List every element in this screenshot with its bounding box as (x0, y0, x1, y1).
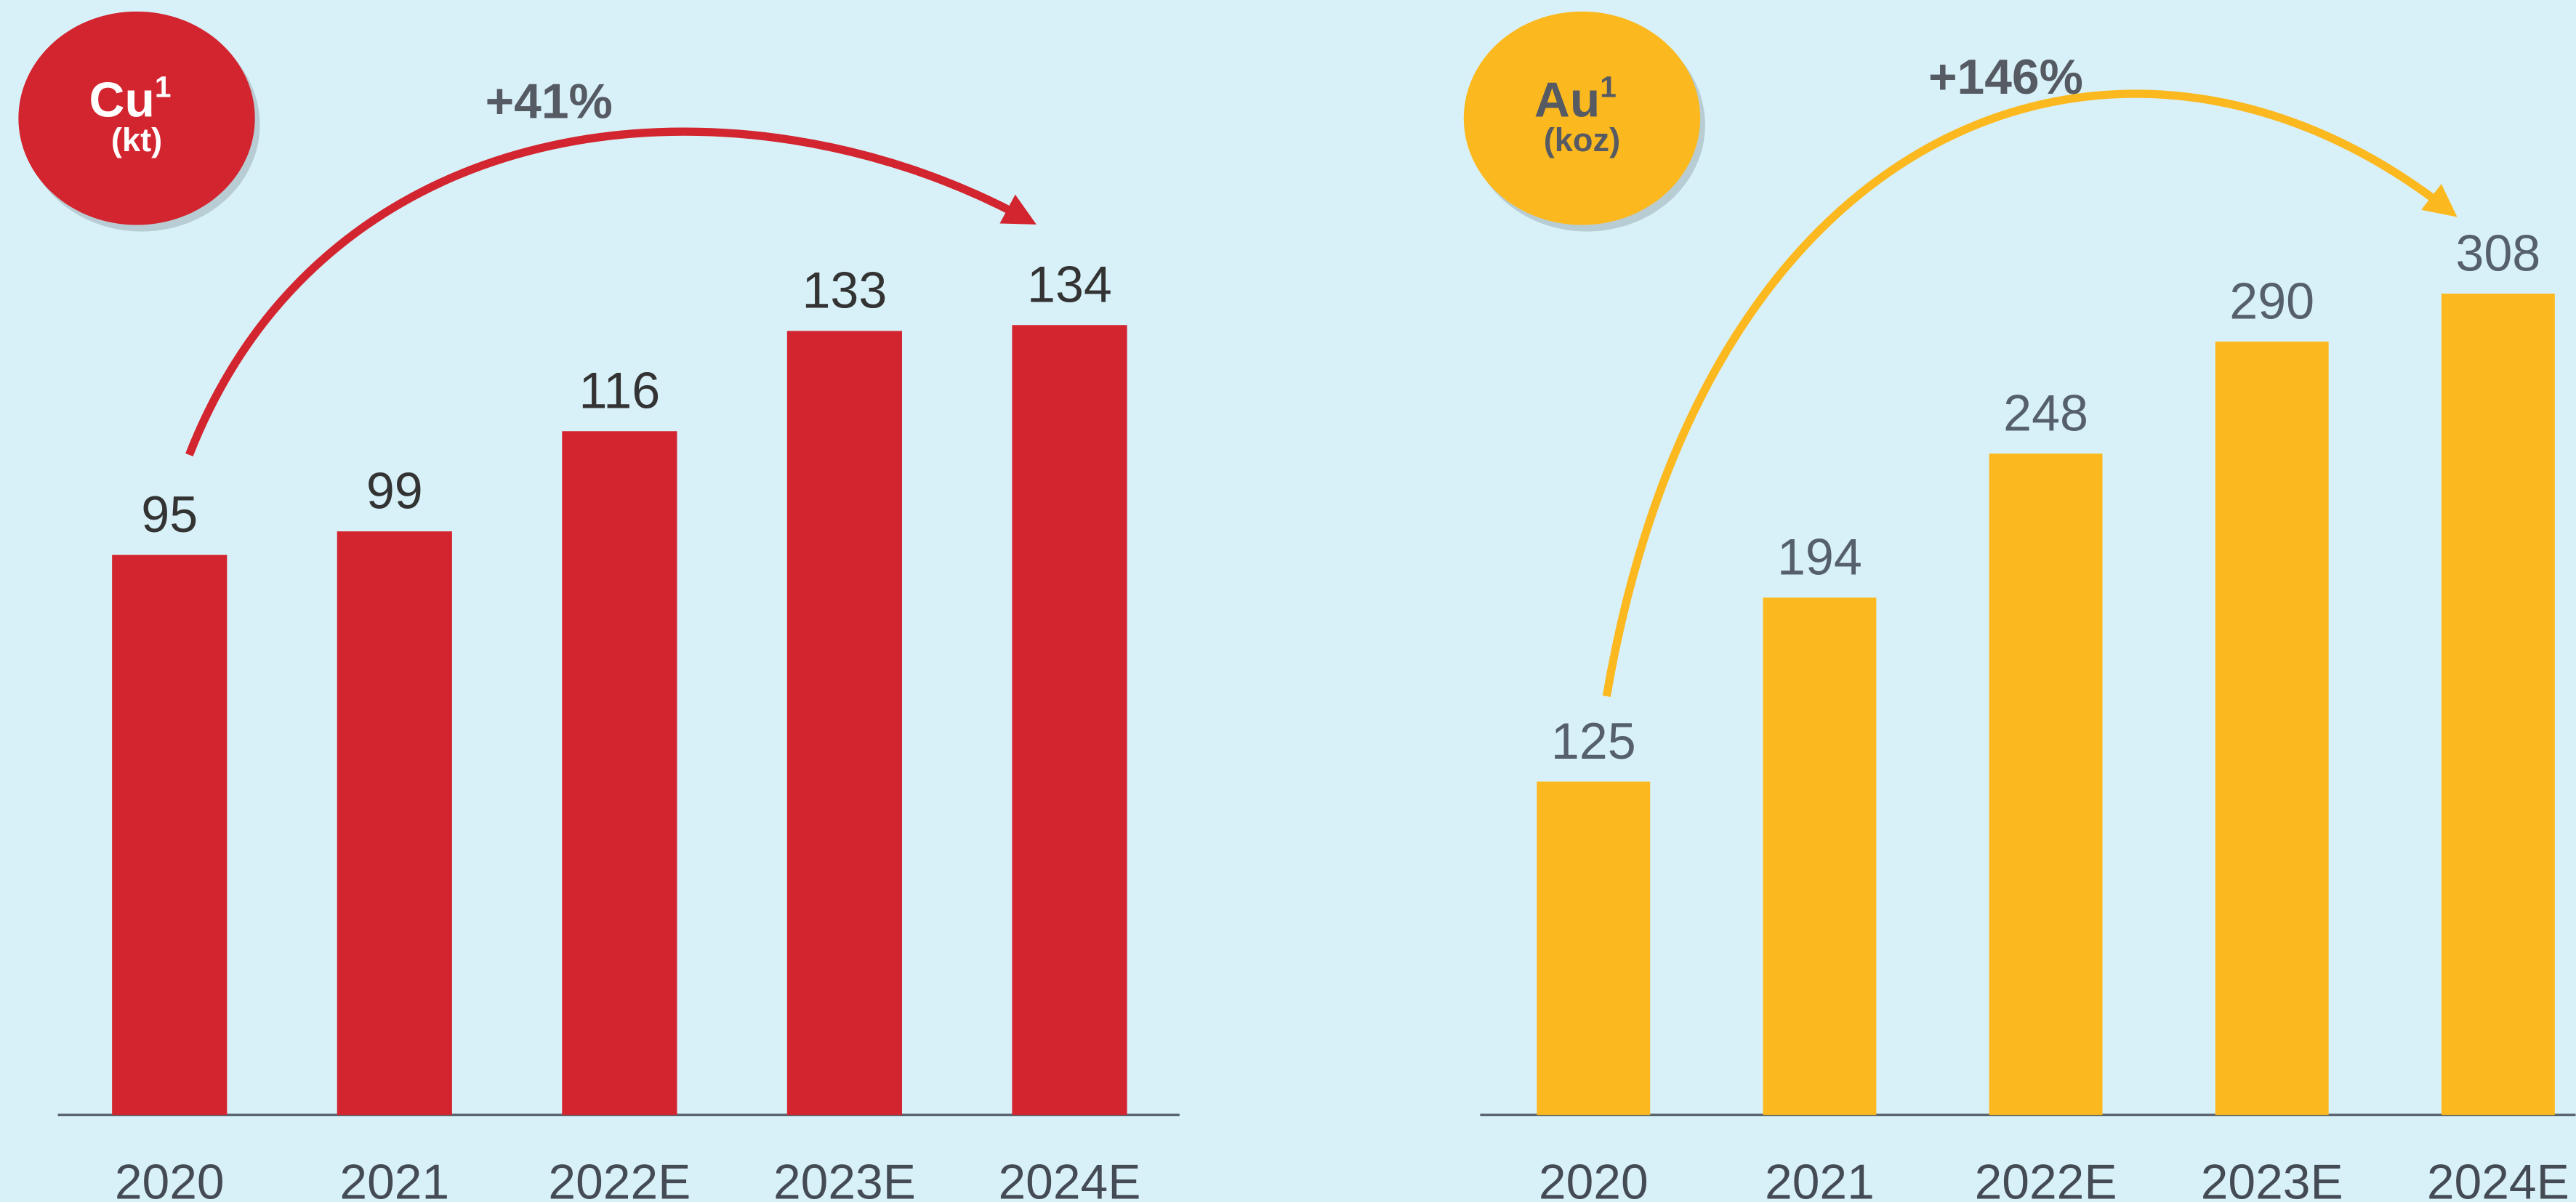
badge-footnote: 1 (1600, 70, 1617, 103)
badge (18, 11, 255, 225)
bar (1763, 597, 1877, 1116)
value-label: 290 (2229, 273, 2314, 329)
category-label: 2022E (548, 1155, 691, 1202)
value-label: 248 (2003, 385, 2088, 442)
badge-unit: (kt) (111, 121, 162, 158)
badge-unit: (koz) (1544, 121, 1620, 158)
value-label: 194 (1777, 529, 1862, 586)
bar (562, 431, 677, 1116)
bar (786, 331, 903, 1116)
badge-symbol-text: Cu (89, 73, 155, 127)
category-label: 2024E (999, 1155, 1141, 1202)
growth-arrow (185, 127, 1037, 456)
bar (1537, 781, 1651, 1116)
badge-symbol-text: Au (1534, 73, 1600, 127)
growth-annotation: +146% (1928, 50, 2083, 105)
category-label: 2021 (339, 1155, 449, 1202)
category-label: 2020 (115, 1155, 225, 1202)
value-label: 134 (1027, 257, 1112, 313)
value-label: 125 (1551, 713, 1636, 770)
bar (112, 554, 228, 1116)
value-label: 99 (366, 463, 423, 520)
bar (337, 531, 452, 1116)
category-label: 2023E (773, 1155, 916, 1202)
bar (1989, 453, 2103, 1116)
bar (2441, 294, 2555, 1116)
growth-annotation: +41% (486, 75, 613, 129)
badge-symbol: Cu1 (89, 70, 172, 127)
badge-symbol: Au1 (1534, 70, 1617, 127)
category-label: 2024E (2427, 1155, 2569, 1202)
bar (1012, 325, 1127, 1116)
category-label: 2022E (1975, 1155, 2117, 1202)
category-label: 2020 (1539, 1155, 1649, 1202)
value-label: 95 (141, 486, 198, 543)
category-label: 2021 (1765, 1155, 1875, 1202)
value-label: 308 (2455, 225, 2540, 281)
bar (2215, 342, 2329, 1116)
value-label: 116 (579, 363, 661, 419)
badge (1463, 11, 1701, 225)
category-label: 2023E (2201, 1155, 2343, 1202)
value-label: 133 (802, 262, 887, 319)
growth-arrow (1602, 89, 2458, 698)
badge-footnote: 1 (155, 70, 172, 103)
